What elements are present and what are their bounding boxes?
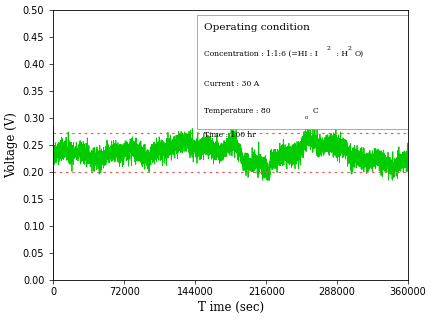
Text: Current : 30 A: Current : 30 A — [204, 80, 259, 88]
Text: : H: : H — [334, 50, 348, 58]
Text: C: C — [312, 107, 318, 115]
Text: o: o — [305, 115, 308, 120]
Text: Time : 100 hr: Time : 100 hr — [204, 132, 256, 140]
Text: O): O) — [355, 50, 364, 58]
FancyBboxPatch shape — [197, 15, 410, 129]
Y-axis label: Voltage (V): Voltage (V) — [6, 112, 19, 178]
Text: Concentration : 1:1:6 (=HI : I: Concentration : 1:1:6 (=HI : I — [204, 50, 318, 58]
Text: Temperature : 80: Temperature : 80 — [204, 107, 271, 115]
Text: 2: 2 — [327, 46, 330, 51]
Text: Operating condition: Operating condition — [204, 23, 310, 32]
Text: 2: 2 — [348, 46, 352, 51]
X-axis label: T ime (sec): T ime (sec) — [198, 301, 264, 315]
